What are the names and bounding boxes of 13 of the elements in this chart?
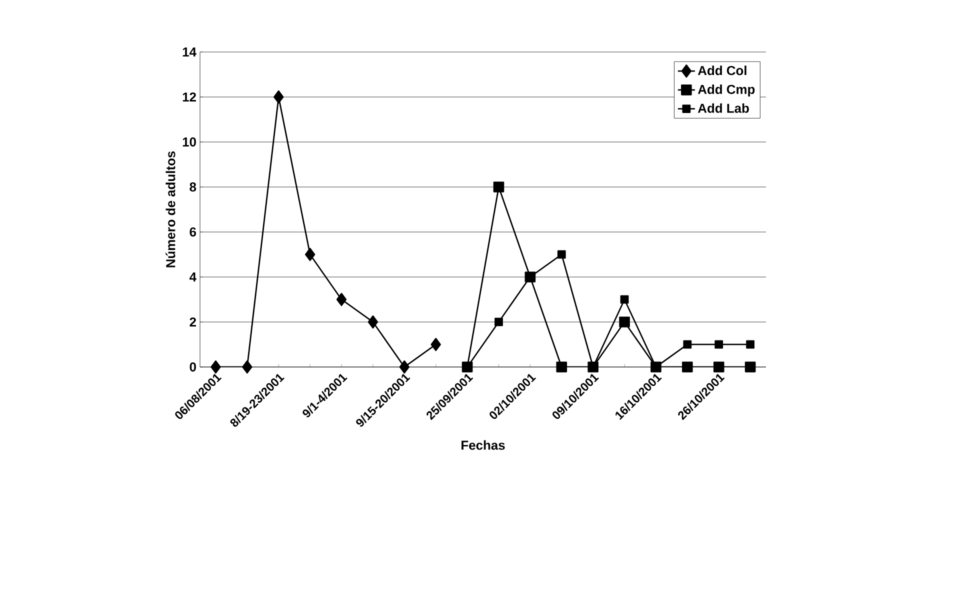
y-tick-label: 0 bbox=[190, 362, 196, 372]
y-tick-label: 4 bbox=[189, 272, 196, 282]
y-tick-label: 12 bbox=[182, 92, 196, 102]
x-axis-title: Fechas bbox=[462, 440, 505, 450]
y-tick-label: 10 bbox=[182, 137, 196, 147]
legend-label: Add Lab bbox=[698, 103, 749, 113]
y-tick-label: 2 bbox=[190, 317, 196, 327]
legend-label: Add Col bbox=[698, 66, 746, 76]
y-tick-label: 8 bbox=[190, 182, 196, 192]
y-tick-label: 6 bbox=[190, 227, 196, 237]
legend-label: Add Cmp bbox=[698, 84, 755, 97]
y-tick-label: 14 bbox=[182, 48, 196, 56]
y-axis-title: Número de adultos bbox=[166, 151, 176, 268]
